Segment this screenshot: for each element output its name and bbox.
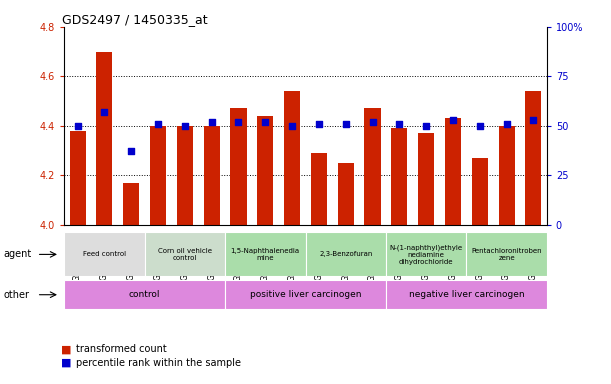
Point <box>100 109 109 115</box>
Point <box>260 119 270 125</box>
Text: Corn oil vehicle
control: Corn oil vehicle control <box>158 248 212 261</box>
Bar <box>386 280 547 309</box>
Bar <box>145 232 225 276</box>
Bar <box>365 108 381 225</box>
Text: 2,3-Benzofuran: 2,3-Benzofuran <box>319 252 373 257</box>
Text: other: other <box>3 290 29 300</box>
Point <box>395 121 404 127</box>
Text: transformed count: transformed count <box>76 344 167 354</box>
Point <box>529 117 538 123</box>
Point <box>180 123 190 129</box>
Point <box>448 117 458 123</box>
Bar <box>64 232 145 276</box>
Point <box>153 121 163 127</box>
Text: Feed control: Feed control <box>83 252 126 257</box>
Bar <box>230 108 246 225</box>
Point <box>233 119 243 125</box>
Bar <box>225 280 386 309</box>
Bar <box>499 126 514 225</box>
Text: percentile rank within the sample: percentile rank within the sample <box>76 358 241 368</box>
Bar <box>123 183 139 225</box>
Point <box>422 123 431 129</box>
Bar <box>418 133 434 225</box>
Text: control: control <box>129 290 160 299</box>
Bar <box>472 158 488 225</box>
Bar <box>70 131 86 225</box>
Bar <box>225 232 306 276</box>
Point <box>502 121 511 127</box>
Text: negative liver carcinogen: negative liver carcinogen <box>409 290 524 299</box>
Bar <box>466 232 547 276</box>
Text: GDS2497 / 1450335_at: GDS2497 / 1450335_at <box>62 13 207 26</box>
Bar <box>445 118 461 225</box>
Bar <box>257 116 273 225</box>
Bar <box>338 163 354 225</box>
Bar <box>203 126 220 225</box>
Bar <box>97 51 112 225</box>
Bar <box>391 128 408 225</box>
Text: positive liver carcinogen: positive liver carcinogen <box>250 290 361 299</box>
Point <box>287 123 297 129</box>
Bar <box>386 232 466 276</box>
Point <box>368 119 378 125</box>
Bar <box>311 153 327 225</box>
Text: Pentachloronitroben
zene: Pentachloronitroben zene <box>471 248 542 261</box>
Bar <box>525 91 541 225</box>
Text: N-(1-naphthyl)ethyle
nediamine
dihydrochloride: N-(1-naphthyl)ethyle nediamine dihydroch… <box>390 244 463 265</box>
Text: ■: ■ <box>61 344 71 354</box>
Point <box>126 148 136 154</box>
Point <box>341 121 351 127</box>
Text: agent: agent <box>3 249 31 260</box>
Point <box>475 123 485 129</box>
Text: 1,5-Naphthalenedia
mine: 1,5-Naphthalenedia mine <box>231 248 300 261</box>
Point <box>314 121 324 127</box>
Bar <box>150 126 166 225</box>
Bar <box>306 232 386 276</box>
Point <box>207 119 216 125</box>
Bar <box>284 91 300 225</box>
Bar <box>64 280 225 309</box>
Point <box>73 123 82 129</box>
Bar <box>177 126 193 225</box>
Text: ■: ■ <box>61 358 71 368</box>
